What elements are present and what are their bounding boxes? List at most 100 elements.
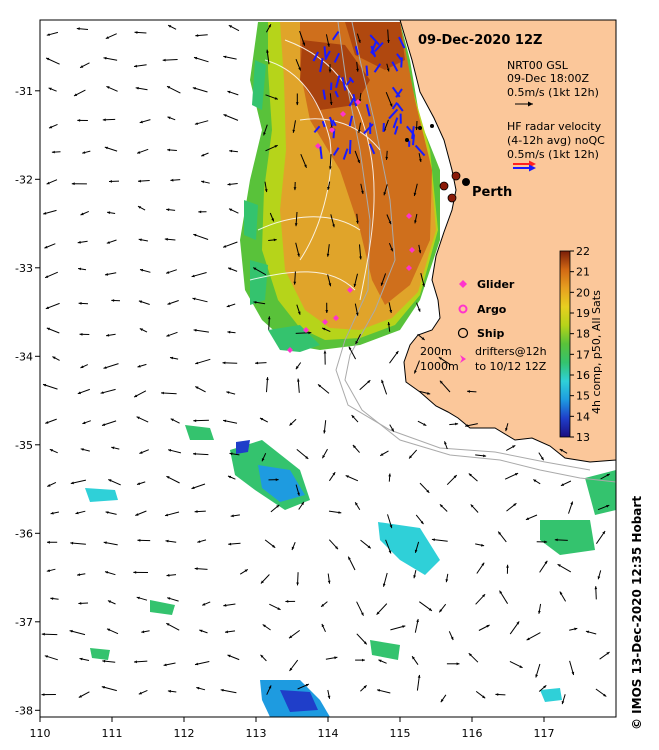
current-arrowhead xyxy=(166,623,170,626)
current-arrowhead xyxy=(308,331,312,335)
ship-marker xyxy=(451,171,461,181)
current-arrowhead xyxy=(559,591,563,595)
current-arrowhead xyxy=(297,253,300,257)
current-arrowhead xyxy=(402,625,406,628)
model-scale-arrow xyxy=(515,101,533,107)
radar-vector xyxy=(312,51,319,62)
current-arrowhead xyxy=(456,662,460,666)
ship-track-point xyxy=(405,138,409,142)
current-arrowhead xyxy=(82,151,86,154)
current-arrowhead xyxy=(367,380,371,384)
current-arrowhead xyxy=(78,267,82,271)
current-arrowhead xyxy=(46,569,50,572)
radar-vector xyxy=(393,125,399,135)
current-arrowhead xyxy=(423,423,427,426)
current-arrowhead xyxy=(318,384,322,388)
radar-vector xyxy=(319,146,323,160)
current-arrowhead xyxy=(260,580,264,584)
glider-marker xyxy=(322,319,328,325)
radar-vector xyxy=(391,102,398,110)
current-arrowhead xyxy=(322,327,326,331)
current-arrowhead xyxy=(382,583,386,587)
current-arrowhead xyxy=(134,64,138,68)
current-arrowhead xyxy=(486,625,490,628)
radar-vector xyxy=(322,89,327,100)
current-arrowhead xyxy=(389,524,393,529)
current-arrowhead xyxy=(525,517,530,520)
ring-icon xyxy=(458,304,468,314)
current-arrowhead xyxy=(597,576,601,580)
current-arrowhead xyxy=(357,129,361,133)
current-arrowhead xyxy=(202,602,206,606)
radar-vector xyxy=(333,52,341,63)
model-legend-title: NRT00 GSL xyxy=(507,59,569,72)
current-arrowhead xyxy=(220,688,224,692)
current-arrowhead xyxy=(49,449,53,452)
current-arrowhead xyxy=(467,390,471,393)
current-arrowhead xyxy=(192,87,196,90)
radar-vector xyxy=(392,117,399,129)
current-arrowhead xyxy=(385,156,389,160)
current-arrowhead xyxy=(388,550,392,554)
current-arrowhead xyxy=(495,693,499,696)
current-arrowhead xyxy=(197,540,201,543)
current-arrowhead xyxy=(222,361,226,365)
radar-vector xyxy=(398,36,406,49)
current-arrowhead xyxy=(168,25,172,28)
current-arrowhead xyxy=(453,475,457,479)
current-arrowhead xyxy=(301,501,304,506)
current-arrowhead xyxy=(277,607,281,610)
radar-vector xyxy=(370,41,377,53)
current-arrowhead xyxy=(535,674,538,678)
current-arrowhead xyxy=(161,391,164,395)
current-arrowhead xyxy=(194,567,198,571)
model-legend-scale: 0.5m/s (1kt 12h) xyxy=(507,86,599,99)
radar-legend-scale: 0.5m/s (1kt 12h) xyxy=(507,148,599,161)
current-arrowhead xyxy=(51,150,55,154)
current-arrowhead xyxy=(193,233,197,237)
current-arrowhead xyxy=(428,608,432,611)
current-arrowhead xyxy=(138,300,143,304)
current-arrowhead xyxy=(167,86,171,89)
current-arrowhead xyxy=(499,590,503,594)
current-arrowhead xyxy=(305,456,309,459)
current-arrowhead xyxy=(165,513,169,517)
current-arrowhead xyxy=(439,504,443,508)
current-arrowhead xyxy=(323,430,326,434)
current-arrowhead xyxy=(381,379,384,383)
y-tick-label: -35 xyxy=(15,439,33,452)
current-arrowhead xyxy=(46,181,50,185)
current-arrowhead xyxy=(422,283,425,287)
circle-icon xyxy=(457,327,469,339)
current-arrowhead xyxy=(285,600,289,603)
current-arrowhead xyxy=(70,481,74,485)
current-arrowhead xyxy=(228,25,232,28)
current-arrowhead xyxy=(481,562,485,566)
glider-marker xyxy=(347,287,353,293)
current-arrowhead xyxy=(355,340,359,345)
glider-legend: Glider xyxy=(459,278,515,291)
current-arrowhead xyxy=(387,322,391,326)
current-arrowhead xyxy=(109,180,112,183)
colorbar-tick-label: 19 xyxy=(576,307,590,320)
current-arrowhead xyxy=(267,316,271,320)
current-arrowhead xyxy=(80,365,84,368)
glider-marker xyxy=(287,347,293,353)
current-arrowhead xyxy=(162,58,166,62)
current-arrowhead xyxy=(606,505,610,508)
colorbar-ticks: 13 14 15 16 17 18 19 20 21 22 xyxy=(570,245,590,444)
y-tick-label: -38 xyxy=(15,704,33,717)
current-arrowhead xyxy=(332,472,336,476)
current-arrowhead xyxy=(228,542,232,546)
current-arrowhead xyxy=(195,34,199,37)
current-arrowhead xyxy=(106,333,110,337)
current-arrowhead xyxy=(201,153,205,157)
current-arrowhead xyxy=(355,312,359,316)
current-arrowhead xyxy=(41,632,45,636)
current-arrowhead xyxy=(79,333,83,336)
current-arrowhead xyxy=(102,659,106,663)
current-arrowhead xyxy=(223,114,227,117)
radar-vector xyxy=(396,53,402,60)
current-arrowhead xyxy=(227,330,231,334)
